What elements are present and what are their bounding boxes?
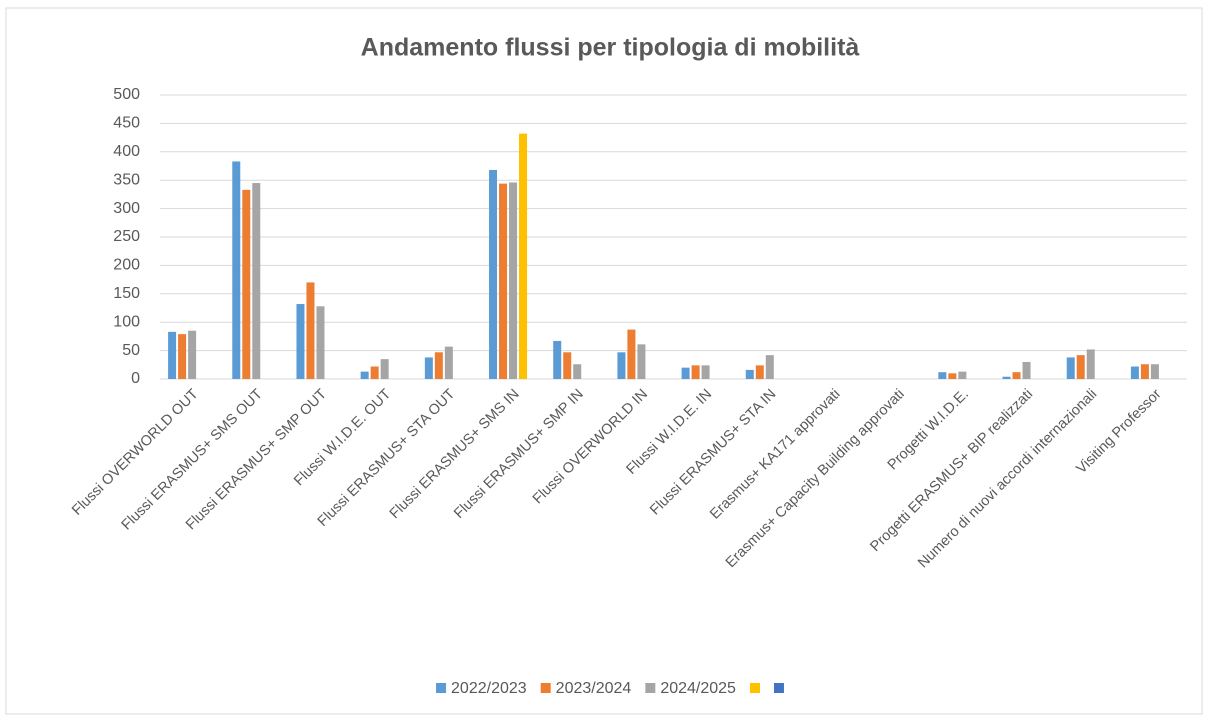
bar — [1086, 349, 1095, 379]
bar — [1150, 364, 1159, 379]
bar — [617, 352, 626, 379]
bar — [316, 306, 325, 379]
legend-swatch — [773, 683, 784, 693]
legend-label: 2023/2024 — [556, 680, 632, 697]
bar — [637, 344, 646, 379]
chart-title: Andamento flussi per tipologia di mobili… — [361, 34, 860, 62]
bar — [489, 169, 498, 379]
bar — [938, 372, 947, 379]
y-tick-label: 450 — [113, 115, 140, 132]
bar — [1012, 372, 1021, 379]
bar — [188, 330, 197, 379]
bar — [444, 346, 453, 379]
bar — [360, 371, 369, 379]
bar — [627, 329, 636, 379]
bar — [691, 365, 700, 379]
bar — [499, 183, 508, 379]
bar — [168, 331, 177, 379]
bar — [178, 334, 187, 379]
chart-border — [5, 7, 1203, 715]
bar — [701, 365, 710, 379]
bar — [242, 189, 251, 379]
legend-label: 2024/2025 — [660, 680, 736, 697]
y-tick-label: 200 — [113, 257, 140, 274]
bar — [252, 183, 261, 379]
bar — [563, 352, 572, 379]
legend-label: 2022/2023 — [451, 680, 527, 697]
bar — [519, 133, 528, 379]
bar — [681, 367, 690, 379]
bar — [232, 161, 241, 379]
bar — [509, 182, 518, 379]
bar — [755, 365, 764, 379]
y-tick-label: 50 — [122, 342, 140, 359]
bar — [948, 373, 957, 379]
bar — [370, 366, 379, 379]
y-tick-label: 400 — [113, 143, 140, 160]
y-tick-label: 250 — [113, 228, 140, 245]
bar — [958, 371, 967, 379]
y-tick-label: 100 — [113, 313, 140, 330]
bar — [1066, 357, 1075, 379]
bar — [424, 357, 433, 379]
bar — [306, 282, 315, 379]
bar — [553, 340, 562, 379]
bar — [1076, 355, 1085, 379]
bar — [1022, 361, 1031, 379]
bar — [1002, 376, 1011, 379]
y-tick-label: 150 — [113, 285, 140, 302]
bar — [573, 364, 582, 379]
legend-swatch — [540, 683, 551, 693]
y-tick-label: 0 — [131, 370, 140, 387]
bar — [1130, 366, 1139, 379]
bar — [434, 352, 443, 379]
y-tick-label: 500 — [113, 86, 140, 103]
y-tick-label: 300 — [113, 200, 140, 217]
bar — [745, 369, 754, 379]
y-tick-label: 350 — [113, 171, 140, 188]
bar — [1140, 364, 1149, 379]
bar — [380, 359, 389, 379]
bar — [296, 304, 305, 379]
bar — [765, 355, 774, 379]
legend-swatch — [749, 683, 760, 693]
legend-swatch — [436, 683, 447, 693]
legend-swatch — [645, 683, 656, 693]
